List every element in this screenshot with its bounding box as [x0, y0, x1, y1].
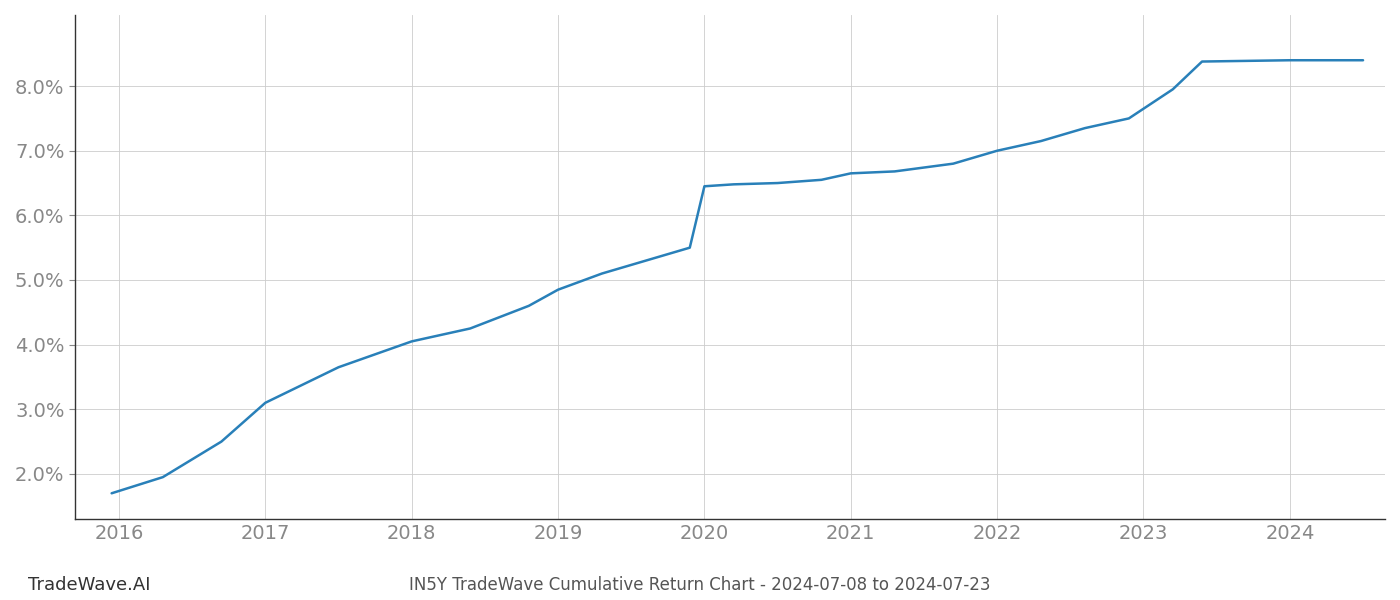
Text: IN5Y TradeWave Cumulative Return Chart - 2024-07-08 to 2024-07-23: IN5Y TradeWave Cumulative Return Chart -…	[409, 576, 991, 594]
Text: TradeWave.AI: TradeWave.AI	[28, 576, 151, 594]
